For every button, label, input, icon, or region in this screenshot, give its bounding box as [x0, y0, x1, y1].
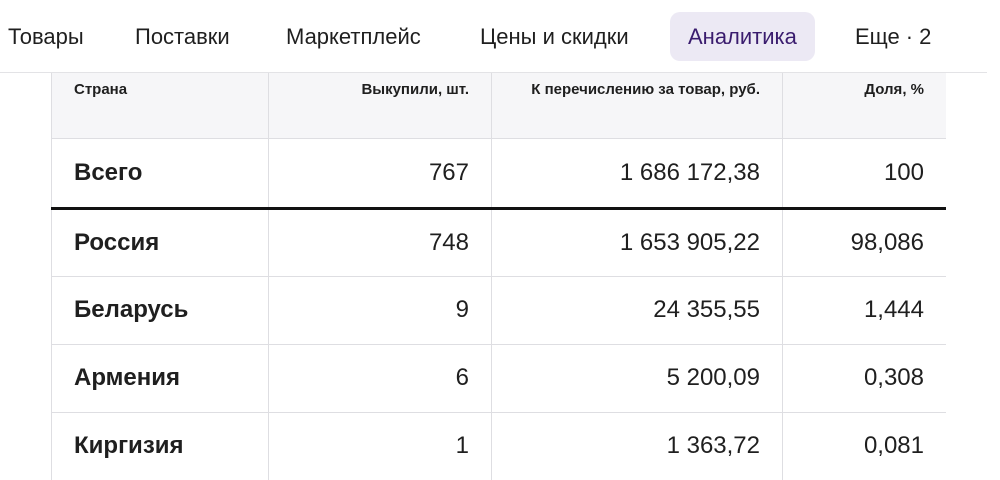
column-header-payout-label: К перечислению за товар, руб.	[531, 81, 760, 98]
tab-products[interactable]: Товары	[8, 24, 84, 49]
column-header-purchased[interactable]: Выкупили, шт.	[268, 73, 492, 138]
tab-more-separator: ·	[905, 24, 914, 49]
tab-analytics[interactable]: Аналитика	[670, 12, 815, 61]
row-payout: 1 363,72	[491, 411, 783, 480]
row-country: Армения	[51, 343, 269, 412]
sales-by-country-table-container: Страна Выкупили, шт. К перечислению за т…	[51, 73, 946, 480]
total-share: 100	[782, 137, 946, 210]
row-purchased: 6	[268, 343, 492, 412]
total-label: Всего	[51, 137, 269, 210]
table-total-row: Всего 767 1 686 172,38 100	[51, 137, 946, 210]
tab-more-label: Еще	[855, 24, 900, 49]
row-share: 0,308	[782, 343, 946, 412]
row-payout: 5 200,09	[491, 343, 783, 412]
tab-supplies[interactable]: Поставки	[135, 24, 230, 49]
total-purchased: 767	[268, 137, 492, 210]
table-header-row: Страна Выкупили, шт. К перечислению за т…	[51, 73, 946, 138]
table-row: Беларусь 9 24 355,55 1,444	[51, 275, 946, 344]
row-country: Беларусь	[51, 275, 269, 344]
row-payout: 24 355,55	[491, 275, 783, 344]
table-row: Россия 748 1 653 905,22 98,086	[51, 207, 946, 276]
row-share: 1,444	[782, 275, 946, 344]
row-country: Киргизия	[51, 411, 269, 480]
tab-more-count: 2	[919, 24, 932, 49]
top-navigation: Товары Поставки Маркетплейс Цены и скидк…	[0, 0, 987, 73]
row-purchased: 9	[268, 275, 492, 344]
row-purchased: 1	[268, 411, 492, 480]
sales-by-country-table: Страна Выкупили, шт. К перечислению за т…	[51, 73, 946, 480]
table-row: Киргизия 1 1 363,72 0,081	[51, 411, 946, 480]
row-share: 98,086	[782, 207, 946, 276]
row-purchased: 748	[268, 207, 492, 276]
column-header-country[interactable]: Страна	[51, 73, 269, 138]
row-share: 0,081	[782, 411, 946, 480]
table-row: Армения 6 5 200,09 0,308	[51, 343, 946, 412]
total-payout: 1 686 172,38	[491, 137, 783, 210]
row-payout: 1 653 905,22	[491, 207, 783, 276]
row-country: Россия	[51, 207, 269, 276]
tab-marketplace[interactable]: Маркетплейс	[286, 24, 421, 49]
tab-prices-discounts[interactable]: Цены и скидки	[480, 24, 629, 49]
column-header-payout[interactable]: К перечислению за товар, руб.	[491, 73, 783, 138]
tab-more[interactable]: Еще · 2	[855, 12, 931, 61]
column-header-share[interactable]: Доля, %	[782, 73, 946, 138]
